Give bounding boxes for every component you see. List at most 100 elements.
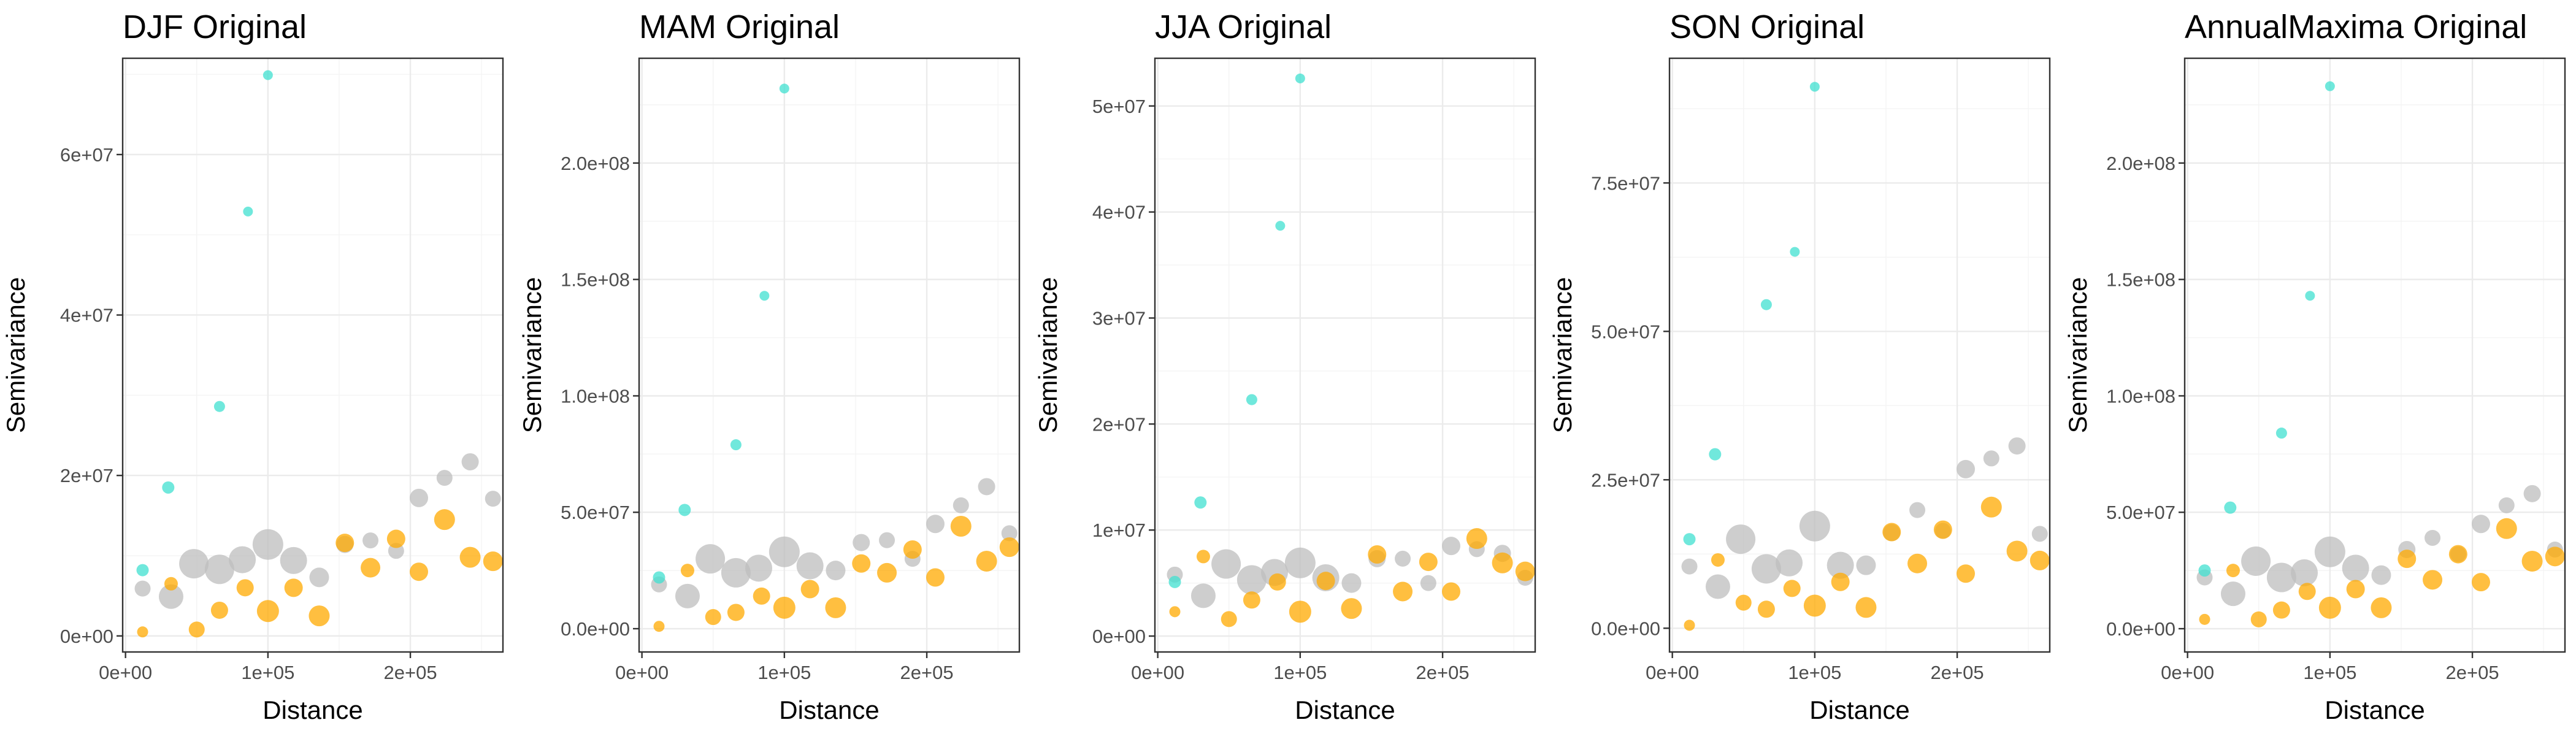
- data-point: [1221, 611, 1237, 627]
- y-axis-title: Semivariance: [518, 277, 546, 433]
- data-point: [978, 478, 995, 496]
- data-point: [1827, 551, 1854, 579]
- data-point: [727, 604, 745, 621]
- data-point: [1341, 573, 1362, 593]
- data-point: [1856, 555, 1876, 575]
- y-tick-label: 0e+00: [1092, 626, 1146, 647]
- y-tick-label: 7.5e+07: [1591, 172, 1660, 194]
- data-point: [309, 567, 329, 588]
- data-point: [309, 605, 330, 627]
- data-point: [409, 562, 428, 581]
- data-point: [1760, 299, 1772, 310]
- data-point: [1211, 549, 1241, 579]
- data-point: [461, 453, 479, 470]
- data-point: [2241, 546, 2271, 576]
- y-tick-label: 1.5e+08: [561, 269, 630, 291]
- y-tick-label: 4e+07: [60, 305, 113, 326]
- data-point: [1341, 598, 1362, 619]
- data-point: [1735, 594, 1752, 611]
- data-point: [745, 554, 773, 582]
- data-point: [773, 596, 795, 619]
- data-point: [1956, 459, 1975, 478]
- data-point: [696, 544, 726, 574]
- data-point: [1726, 524, 1756, 554]
- data-point: [2545, 546, 2565, 567]
- data-point: [256, 600, 279, 623]
- chart-title: MAM Original: [639, 9, 840, 45]
- data-point: [852, 554, 871, 573]
- x-tick-label: 0e+00: [615, 662, 669, 683]
- data-point: [2291, 559, 2318, 586]
- data-point: [2318, 596, 2341, 619]
- x-tick-label: 1e+05: [2303, 662, 2356, 683]
- data-point: [361, 558, 381, 578]
- plot-border: [1154, 57, 1536, 653]
- data-point: [2521, 550, 2543, 572]
- data-point: [280, 546, 307, 574]
- chart-panel-5: 0e+00 1e+05 2e+05 0.0e+00 5.0e+07 1.0e+08 1.5e…: [2063, 9, 2566, 724]
- data-point: [1783, 580, 1801, 597]
- data-point: [1393, 581, 1413, 602]
- data-point: [1441, 537, 1460, 556]
- chart-title: DJF Original: [123, 9, 307, 45]
- data-point: [2496, 518, 2517, 539]
- data-point: [2030, 550, 2050, 570]
- x-tick-label: 1e+05: [241, 662, 294, 683]
- data-point: [825, 597, 846, 618]
- data-point: [386, 529, 405, 548]
- plot-border: [1668, 57, 2051, 653]
- y-tick-label: 5.0e+07: [561, 502, 630, 523]
- data-point: [2425, 529, 2441, 546]
- data-point: [1001, 525, 1018, 542]
- plot-background: [639, 58, 1019, 652]
- data-point: [1983, 450, 1999, 467]
- data-point: [1466, 528, 1487, 550]
- x-tick-label: 2e+05: [1416, 662, 1470, 683]
- y-tick-label: 1.0e+08: [561, 385, 630, 407]
- data-point: [1268, 573, 1286, 591]
- data-point: [1169, 606, 1181, 618]
- data-point: [2448, 545, 2467, 564]
- data-point: [1855, 597, 1877, 618]
- data-point: [653, 571, 665, 584]
- data-point: [2498, 497, 2515, 513]
- data-point: [1831, 572, 1850, 591]
- x-tick-label: 0e+00: [2161, 662, 2214, 683]
- data-point: [2272, 601, 2290, 619]
- y-tick-label: 2.0e+08: [2106, 153, 2175, 174]
- data-point: [769, 536, 800, 567]
- y-axis-title: Semivariance: [1548, 277, 1577, 433]
- data-point: [2220, 581, 2245, 607]
- data-point: [210, 601, 228, 619]
- data-point: [2199, 613, 2210, 625]
- y-tick-label: 1.5e+08: [2106, 269, 2175, 291]
- data-point: [204, 554, 234, 585]
- y-tick-label: 2.5e+07: [1591, 469, 1660, 491]
- y-axis-title: Semivariance: [2063, 277, 2092, 433]
- data-point: [263, 70, 273, 80]
- data-point: [1190, 583, 1216, 608]
- data-point: [2325, 81, 2335, 91]
- data-point: [2298, 583, 2316, 600]
- y-tick-label: 6e+07: [60, 144, 113, 166]
- data-point: [1882, 523, 1901, 542]
- data-point: [1236, 565, 1267, 595]
- y-tick-label: 3e+07: [1092, 308, 1146, 329]
- data-point: [236, 579, 254, 597]
- y-tick-label: 2.0e+08: [561, 153, 630, 174]
- data-point: [950, 516, 972, 537]
- data-point: [1803, 594, 1826, 617]
- data-point: [675, 583, 700, 608]
- data-point: [680, 564, 694, 578]
- data-point: [1492, 552, 1513, 573]
- data-point: [2371, 565, 2391, 585]
- data-point: [1709, 448, 1722, 461]
- data-point: [1776, 549, 1803, 577]
- chart-title: AnnualMaxima Original: [2185, 9, 2527, 45]
- data-point: [136, 564, 149, 577]
- x-tick-label: 1e+05: [1788, 662, 1841, 683]
- data-point: [1683, 533, 1696, 546]
- data-point: [434, 509, 455, 531]
- data-point: [137, 626, 148, 638]
